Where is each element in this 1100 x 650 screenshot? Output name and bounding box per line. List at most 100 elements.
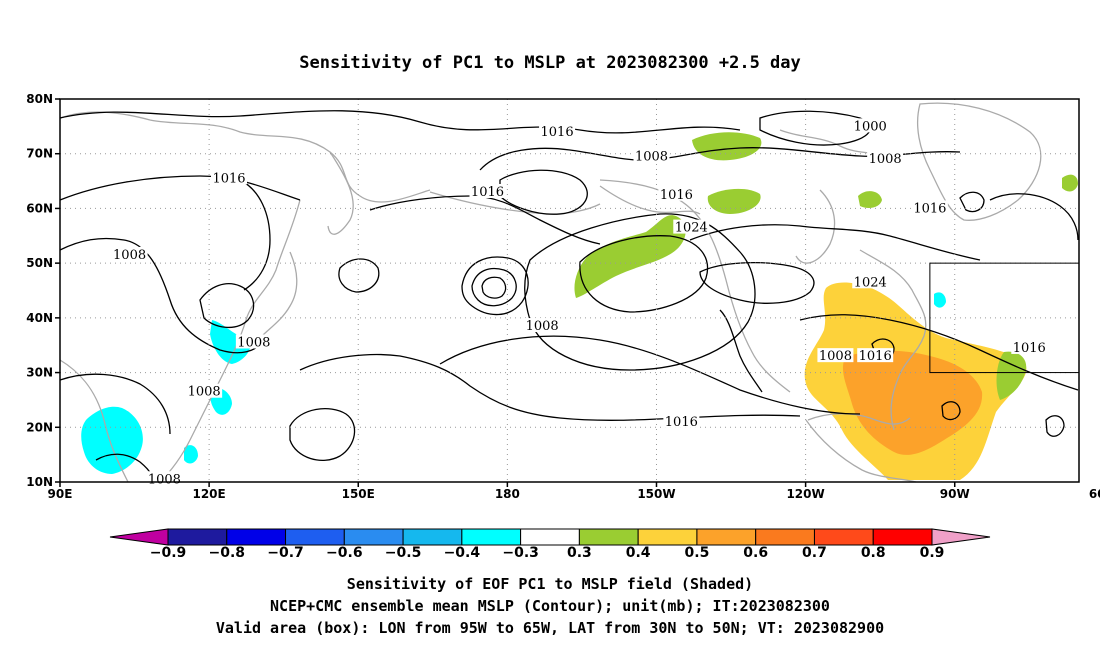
coastline-east-asia	[159, 199, 301, 483]
coastline-southeast-asia	[59, 359, 129, 483]
colorbar-swatch	[755, 528, 815, 546]
contour-label-bg	[469, 184, 506, 199]
figure-title: Sensitivity of PC1 to MSLP at 2023082300…	[299, 53, 801, 73]
contour-label-bg	[524, 318, 561, 333]
colorbar-label: 0.9	[920, 545, 945, 561]
lat-tick-label: 10N	[26, 475, 53, 489]
coastline-greenland	[917, 102, 1042, 221]
lon-tick-label: 150W	[637, 487, 675, 501]
coastline-japan	[261, 251, 298, 337]
lat-tick-label: 60N	[26, 201, 53, 215]
contour-label: 1016	[1013, 341, 1046, 356]
contour-label: 1008	[188, 385, 221, 400]
shade-arctic-03-a	[692, 132, 762, 161]
contour-1016-siberia	[59, 175, 301, 201]
shade-se-asia-m04	[184, 445, 198, 464]
contour-label-bg	[867, 151, 904, 166]
contour-1008-south-asia	[59, 373, 171, 435]
contour-label: 1016	[212, 171, 245, 186]
colorbar-label: 0.6	[743, 545, 768, 561]
shade-east-us-04-north	[834, 285, 885, 322]
colorbar-swatch	[696, 528, 757, 546]
colorbar-label: −0.5	[385, 545, 422, 561]
lon-tick-label: 180	[495, 487, 520, 501]
contour-label: 1008	[148, 472, 181, 487]
contour-label: 1008	[237, 335, 270, 350]
lat-tick-label: 40N	[26, 311, 53, 325]
contour-1008-atlantic-low	[959, 191, 985, 213]
colorbar-end-low	[109, 528, 169, 546]
contour-1004-pacific-low	[471, 267, 517, 307]
contour-label: 1008	[526, 319, 559, 334]
coastline-kamchatka	[327, 151, 354, 235]
colorbar-label: −0.4	[444, 545, 481, 561]
lon-tick-label: 60W	[1089, 487, 1100, 501]
caption: Sensitivity of EOF PC1 to MSLP field (Sh…	[216, 575, 884, 637]
lon-tick-label: 90W	[940, 487, 970, 501]
shade-greenland-03	[1062, 174, 1078, 192]
coastline-alaska-peninsula	[599, 185, 701, 215]
colorbar-label: −0.3	[502, 545, 539, 561]
lat-tick-label: 70N	[26, 147, 53, 161]
contour-1016-pacific-ridge	[369, 195, 601, 245]
shade-arctic-03-c	[858, 191, 882, 208]
contour-label: 1024	[675, 221, 708, 236]
contour-label-bg	[658, 186, 695, 201]
colorbar-label: 0.8	[861, 545, 886, 561]
contour-label: 1008	[635, 149, 668, 164]
coastline-north-america-east	[859, 249, 927, 431]
contour-label-bg	[817, 348, 854, 363]
contour-label: 1000	[854, 119, 887, 134]
contour-label-bg	[852, 118, 889, 133]
contour-1024-pacific-high	[579, 235, 708, 313]
contour-1024-rockies	[699, 261, 815, 304]
contour-label-bg	[1011, 339, 1048, 354]
contour-label-bg	[111, 246, 148, 261]
lon-tick-label: 120E	[192, 487, 225, 501]
colorbar-label: 0.5	[685, 545, 710, 561]
contour-label-bg	[663, 413, 700, 428]
contour-1008-siberia	[59, 237, 265, 354]
colorbar-label: −0.8	[209, 545, 246, 561]
shade-asia-m04	[81, 406, 143, 474]
coastline-hudson-bay	[795, 189, 836, 264]
contour-label: 1016	[859, 349, 892, 364]
contour-label-bg	[852, 274, 889, 289]
shade-arctic-03-b	[707, 188, 761, 214]
contour-1016-atlantic	[989, 193, 1079, 241]
contour-1008-caribbean	[1045, 415, 1065, 437]
map-frame	[59, 98, 1080, 483]
contour-label: 1024	[854, 275, 887, 290]
contour-1016-japan	[199, 283, 255, 328]
contour-label-bg	[539, 123, 576, 138]
contour-label: 1008	[819, 349, 852, 364]
colorbar-swatch	[872, 528, 933, 546]
lat-tick-label: 80N	[26, 92, 53, 106]
lon-tick-label: 120W	[786, 487, 824, 501]
coastline-gulf-of-mexico	[807, 413, 911, 425]
colorbar-swatch	[637, 528, 698, 546]
contour-1016-gulf-low	[499, 169, 588, 215]
lat-tick-label: 50N	[26, 256, 53, 270]
contour-label: 1016	[660, 188, 693, 203]
colorbar-swatch	[285, 528, 345, 546]
contour-label-bg	[911, 200, 948, 215]
coastline-asia-north	[59, 111, 431, 203]
contour-1000-pacific-low	[481, 276, 507, 299]
contour-label-bg	[857, 348, 894, 363]
colorbar-swatch	[578, 528, 639, 546]
lat-tick-label: 20N	[26, 420, 53, 434]
colorbar-label: 0.3	[567, 545, 592, 561]
colorbar-label: 0.7	[802, 545, 827, 561]
contour-1016-mongolia	[338, 258, 380, 293]
contour-label-bg	[633, 148, 670, 163]
contour-label-bg	[673, 219, 710, 234]
contour-label: 1008	[113, 248, 146, 263]
lat-tick-label: 30N	[26, 366, 53, 380]
caption-line-3: Valid area (box): LON from 95W to 65W, L…	[216, 619, 884, 637]
contour-1016-west-pacific-small	[289, 408, 356, 461]
shade-atlantic-m04	[934, 292, 946, 308]
contour-1008-sw-us	[719, 309, 763, 393]
contour-1008-pacific-low	[461, 256, 529, 316]
contour-1016-north	[59, 110, 741, 134]
